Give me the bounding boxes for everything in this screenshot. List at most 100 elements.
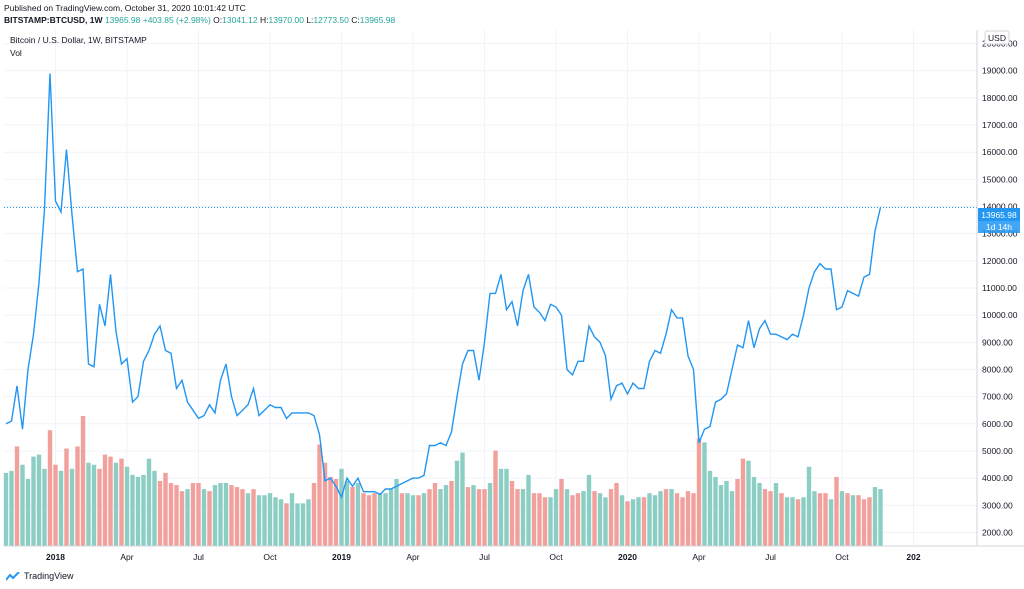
volume-bar [168,483,174,546]
volume-bar [355,483,361,546]
volume-bar [80,416,86,546]
volume-bar [223,483,229,546]
volume-bar [861,499,867,546]
volume-bar [817,493,823,546]
volume-bar [146,458,152,546]
volume-bar [25,478,31,546]
volume-bar [262,495,267,546]
last-price-tag: 13965.98 1d 14h [978,208,1020,233]
high-value: 13970.00 [268,15,304,25]
volume-bar [289,493,295,546]
volume-bars [3,416,883,546]
open-value: 13041.12 [222,15,258,25]
y-tick-label: 7000.00 [982,392,1013,402]
volume-bar [531,493,537,546]
chart-header: Published on TradingView.com, October 31… [4,2,395,26]
volume-bar [113,462,119,546]
volume-bar [383,493,388,546]
volume-bar [75,446,80,546]
x-tick-label: Oct [549,552,563,562]
y-tick-label: 9000.00 [982,337,1013,347]
volume-bar [740,458,746,546]
volume-bar [58,470,64,546]
volume-bar [658,491,663,546]
volume-bar [597,493,603,546]
volume-bar [317,444,322,546]
y-tick-label: 10000.00 [982,310,1018,320]
volume-bar [575,493,581,546]
volume-bar [421,493,427,546]
open-label: O: [213,15,223,25]
volume-bar [124,466,130,546]
tradingview-logo-icon [6,571,20,581]
volume-bar [476,489,482,546]
volume-bar [344,481,350,546]
volume-bar [718,485,724,546]
y-tick-label: 8000.00 [982,364,1013,374]
y-tick-label: 18000.00 [982,93,1018,103]
volume-bar [102,454,108,546]
volume-bar [471,485,476,546]
volume-bar [229,485,234,546]
y-axis[interactable]: 2000.00 3000.00 4000.00 5000.00 6000.00 7000.… [976,30,1018,546]
volume-bar [878,489,883,546]
currency-label: USD [988,33,1006,43]
volume-bar [207,491,212,546]
volume-bar [465,487,471,546]
change-value: +403.85 (+2.98%) [142,15,211,25]
volume-bar [592,491,597,546]
last-price-value: 13965.98 [104,15,141,25]
legend-vol: Vol [10,48,22,58]
volume-bar [36,454,42,546]
volume-bar [581,491,586,546]
volume-bar [394,478,399,546]
volume-bar [284,503,289,546]
x-tick-label: 2019 [332,552,351,562]
volume-bar [295,503,300,546]
volume-bar [218,483,223,546]
volume-bar [680,497,685,546]
x-tick-label: Jul [193,552,204,562]
volume-bar [608,489,614,546]
volume-bar [179,491,185,546]
volume-bar [586,474,592,546]
volume-bar [86,462,91,546]
volume-bar [526,474,531,546]
volume-bar [795,499,801,546]
symbol-label[interactable]: BITSTAMP:BTCUSD, 1W [4,15,103,25]
volume-bar [773,483,779,546]
footer-brand[interactable]: TradingView [6,571,74,581]
volume-bar [685,491,691,546]
volume-bar [306,499,311,546]
volume-bar [784,497,790,546]
x-axis[interactable]: 2018 Apr Jul Oct 2019 Apr Jul Oct 2020 Apr Jul Oct 2… [4,545,1024,562]
y-tick-label: 19000.00 [982,66,1018,76]
y-tick-label: 17000.00 [982,120,1018,130]
volume-bar [872,487,878,546]
volume-bar [498,468,504,546]
volume-bar [768,491,773,546]
volume-bar [443,485,449,546]
volume-bar [449,481,454,546]
x-tick-label: Jul [479,552,490,562]
volume-bar [696,438,702,546]
volume-bar [850,495,856,546]
volume-bar [839,491,845,546]
volume-bar [707,470,713,546]
published-line: Published on TradingView.com, October 31… [4,3,246,13]
volume-bar [185,489,190,546]
volume-bar [240,489,245,546]
volume-bar [42,468,47,546]
close-value: 13965.98 [359,15,396,25]
volume-bar [91,464,97,546]
volume-bar [515,489,520,546]
currency-badge[interactable]: USD [984,30,1010,45]
volume-bar [674,493,680,546]
volume-bar [845,493,850,546]
volume-bar [108,456,113,546]
high-label: H: [259,15,269,25]
x-tick-label: Oct [263,552,277,562]
volume-bar [130,474,135,546]
legend-title: Bitcoin / U.S. Dollar, 1W, BITSTAMP [10,35,147,45]
